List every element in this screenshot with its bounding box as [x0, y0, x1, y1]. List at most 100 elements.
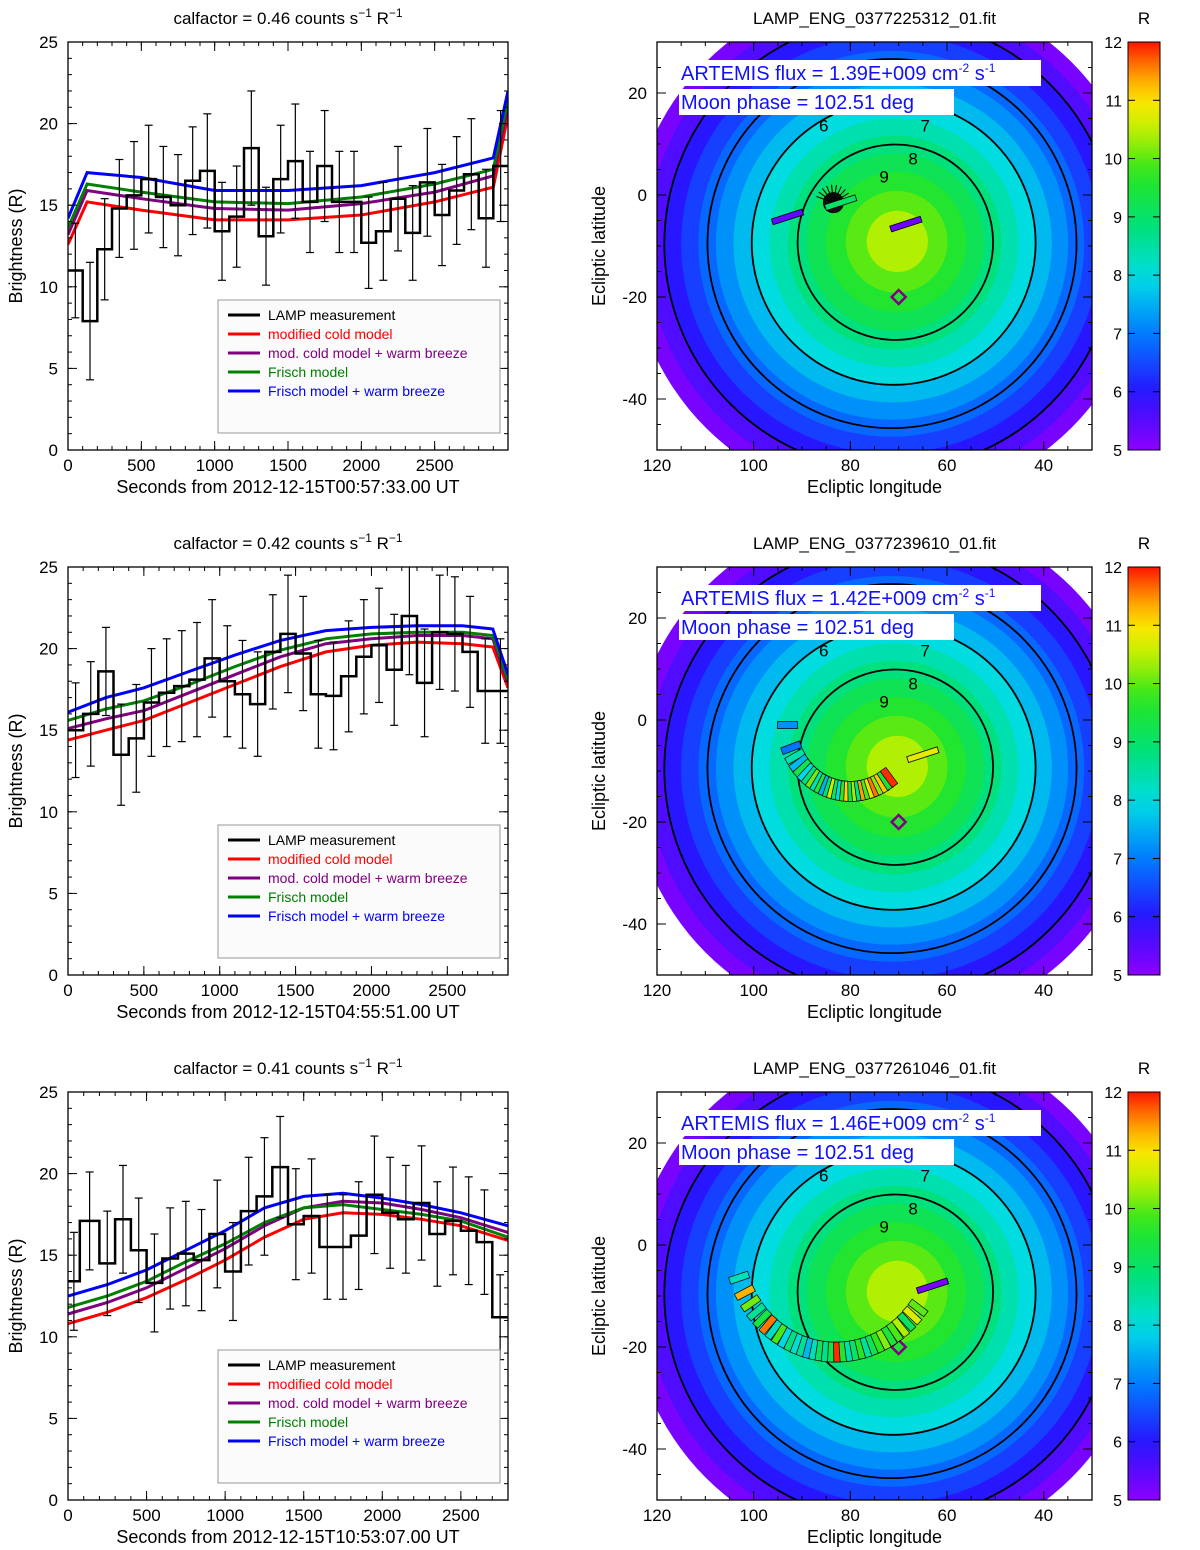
y-axis-label: Brightness (R) — [6, 188, 26, 303]
y-axis-label: Ecliptic latitude — [589, 1236, 609, 1356]
x-tick-label: 1000 — [201, 981, 239, 1000]
colorbar-tick-label: 6 — [1113, 385, 1122, 402]
contour-label: 6 — [819, 1166, 828, 1185]
plot-area — [68, 567, 508, 806]
colorbar — [1127, 1091, 1161, 1501]
contour-label: 9 — [879, 167, 888, 186]
contour-line — [663, 567, 1092, 975]
moon-phase-text: Moon phase = 102.51 deg — [681, 1142, 914, 1164]
footprint-segment — [915, 1277, 950, 1295]
footprint-bar — [740, 1294, 762, 1313]
title-superscript: −1 — [358, 6, 372, 20]
y-tick-label: -20 — [622, 813, 647, 832]
footprint-bar — [896, 1311, 917, 1333]
y-tick-label: -40 — [622, 1440, 647, 1459]
flux-text-part: ARTEMIS flux = 1.39E+009 cm — [681, 63, 959, 85]
x-tick-label: 1500 — [269, 456, 307, 475]
annotation-box — [679, 585, 1041, 611]
x-tick-label: 0 — [63, 981, 72, 1000]
intensity-band — [866, 210, 928, 273]
y-tick-label: 20 — [39, 1165, 58, 1184]
x-axis-label: Seconds from 2012-12-15T04:55:51.00 UT — [116, 1002, 459, 1022]
x-axis-label: Ecliptic longitude — [807, 1527, 942, 1547]
legend-label-lamp: LAMP measurement — [268, 1357, 395, 1373]
footprint-bar — [728, 1270, 751, 1285]
x-tick-label: 120 — [643, 1506, 671, 1525]
legend-box — [217, 1349, 501, 1484]
x-tick-label: 2500 — [428, 981, 466, 1000]
y-tick-label: 0 — [49, 1491, 58, 1510]
plot-area — [68, 1115, 508, 1361]
x-axis-label: Seconds from 2012-12-15T00:57:33.00 UT — [116, 477, 459, 497]
contour-line — [796, 1193, 994, 1391]
map-title: LAMP_ENG_0377239610_01.fit — [753, 534, 996, 553]
legend: LAMP measurement modified cold model mod. … — [217, 824, 501, 959]
annotation-box — [679, 60, 1041, 86]
y-tick-label: 0 — [49, 966, 58, 985]
x-tick-label: 100 — [739, 456, 767, 475]
footprint-fan-line — [821, 188, 834, 203]
footprint-bar — [780, 740, 803, 755]
footprint-fan-line — [816, 196, 834, 204]
legend-label-frisch: Frisch model — [268, 889, 348, 905]
title-text: calfactor = 0.41 counts s — [173, 1059, 358, 1078]
x-tick-label: 40 — [1034, 1506, 1053, 1525]
contour-label: 9 — [879, 692, 888, 711]
colorbar-tick-label: 6 — [1113, 1435, 1122, 1452]
colorbar-tick-label: 8 — [1113, 268, 1122, 285]
colorbar-tick-label: 5 — [1113, 968, 1122, 985]
y-tick-label: 15 — [39, 1246, 58, 1265]
footprint-segment — [889, 215, 923, 233]
x-tick-label: 500 — [132, 1506, 160, 1525]
title-text: calfactor = 0.46 counts s — [173, 9, 358, 28]
x-tick-label: 60 — [938, 1506, 957, 1525]
y-tick-label: -20 — [622, 1338, 647, 1357]
contour-label: 9 — [879, 1217, 888, 1236]
title-superscript: −1 — [389, 1056, 403, 1070]
flux-superscript: -2 — [959, 1111, 970, 1125]
x-tick-label: 100 — [739, 981, 767, 1000]
x-tick-label: 80 — [841, 1506, 860, 1525]
y-axis-label: Ecliptic latitude — [589, 711, 609, 831]
flux-text-part: s — [969, 63, 985, 85]
x-tick-label: 2000 — [342, 456, 380, 475]
legend-label-coldwarm: mod. cold model + warm breeze — [268, 345, 468, 361]
colorbar-tick-label: 7 — [1113, 851, 1122, 868]
contour-line — [706, 1108, 1078, 1480]
footprint-bar — [879, 766, 899, 789]
colorbar-tick-label: 12 — [1104, 560, 1122, 577]
lamp-histogram — [68, 614, 508, 756]
y-tick-label: 10 — [39, 278, 58, 297]
footprint-bar — [758, 1314, 778, 1336]
colorbar-tick-label: 9 — [1113, 735, 1122, 752]
colorbar-tick-label: 11 — [1105, 1143, 1122, 1160]
footprint-fan-line — [832, 186, 842, 203]
colorbar — [1127, 41, 1161, 451]
series-line-coldwarm — [68, 105, 508, 236]
flux-text: ARTEMIS flux = 1.39E+009 cm-2 s-1 — [681, 61, 996, 85]
legend-label-frischwarm: Frisch model + warm breeze — [268, 1433, 445, 1449]
legend-label-cold: modified cold model — [268, 326, 393, 342]
x-tick-label: 60 — [938, 981, 957, 1000]
map-title: LAMP_ENG_0377261046_01.fit — [753, 1059, 996, 1078]
colorbar-tick-label: 11 — [1105, 93, 1122, 110]
colorbar-tick-label: 9 — [1113, 1260, 1122, 1277]
y-axis-label: Brightness (R) — [6, 713, 26, 828]
x-tick-label: 2000 — [363, 1506, 401, 1525]
colorbar-tick-label: 8 — [1113, 1318, 1122, 1335]
legend: LAMP measurement modified cold model mod. … — [217, 1349, 501, 1484]
map-title: LAMP_ENG_0377225312_01.fit — [753, 9, 996, 28]
footprint-segment — [770, 208, 805, 226]
flux-text: ARTEMIS flux = 1.42E+009 cm-2 s-1 — [681, 586, 996, 610]
contour-line — [706, 58, 1078, 430]
footprint-bar — [901, 1305, 923, 1326]
legend-label-lamp: LAMP measurement — [268, 307, 395, 323]
x-tick-label: 1500 — [277, 981, 315, 1000]
footprint-bar — [885, 1321, 904, 1343]
brightness-panel: calfactor = 0.46 counts s−1 R−10 500 1000 1… — [6, 6, 509, 497]
legend: LAMP measurement modified cold model mod. … — [217, 299, 501, 434]
flux-text-part: s — [969, 1113, 985, 1135]
